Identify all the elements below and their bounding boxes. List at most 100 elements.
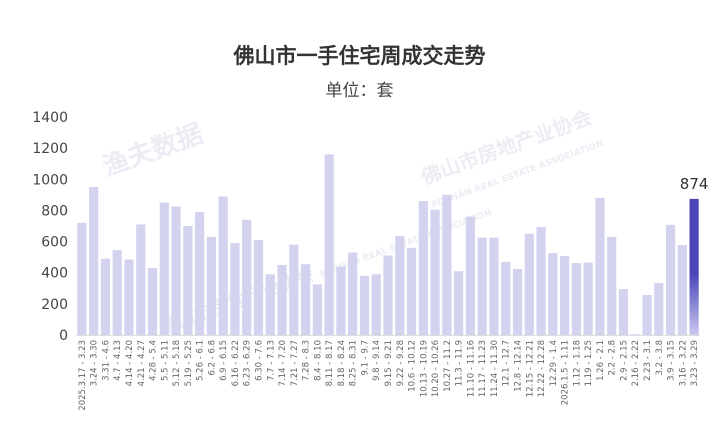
- bar: [607, 236, 617, 335]
- x-tick-label: 5.19 - 5.25: [184, 340, 194, 386]
- chart-title: 佛山市一手住宅周成交走势: [233, 44, 486, 68]
- y-tick-label: 1000: [32, 172, 68, 188]
- x-tick-label: 3.23 - 3.29: [690, 340, 700, 386]
- chart-subtitle: 单位：套: [325, 81, 394, 101]
- y-tick-label: 1200: [32, 141, 68, 157]
- x-tick-label: 4.7 - 4.13: [113, 340, 123, 381]
- bar: [630, 334, 640, 335]
- x-tick-label: 7.14 - 7.20: [278, 340, 288, 386]
- x-tick-label: 3.31 - 4.6: [101, 340, 111, 381]
- x-tick-label: 10.13 - 10.19: [419, 340, 429, 397]
- bar: [548, 253, 558, 335]
- x-tick-label: 3.24 - 3.30: [90, 340, 100, 386]
- bar: [147, 268, 158, 335]
- bar: [89, 187, 99, 335]
- bar: [512, 268, 523, 335]
- bar: [595, 197, 605, 335]
- bar: [654, 282, 664, 335]
- x-tick-label: 6.30 - 7.6: [254, 340, 264, 381]
- bar: [454, 271, 464, 335]
- x-tick-label: 12.1 - 12.7: [502, 340, 512, 386]
- y-tick-label: 1400: [32, 110, 68, 126]
- x-tick-label: 10.20 - 10.26: [431, 340, 441, 397]
- bar: [465, 216, 476, 335]
- x-tick-label: 5.12 - 5.18: [172, 340, 182, 386]
- x-tick-label: 3.2 - 3.8: [655, 340, 665, 376]
- bar: [418, 201, 428, 335]
- bar: [406, 247, 417, 335]
- bar: [618, 289, 629, 335]
- bar: [477, 237, 487, 335]
- x-tick-label: 12.8 - 12.14: [514, 340, 524, 392]
- x-tick-label: 12.22 - 12.28: [537, 340, 547, 397]
- y-tick-label: 600: [41, 235, 68, 251]
- bar: [171, 206, 181, 335]
- bar: [571, 263, 581, 335]
- x-tick-label: 1.19 - 1.25: [584, 340, 594, 386]
- x-tick-label: 9.15 - 9.21: [384, 340, 394, 386]
- bar: [100, 258, 111, 335]
- x-tick-label: 10.27 - 11.2: [443, 340, 453, 392]
- bar: [230, 243, 240, 335]
- bar: [348, 252, 358, 335]
- bar: [442, 194, 452, 335]
- data-label: 874: [680, 175, 709, 193]
- bar: [242, 219, 252, 335]
- bar: [395, 236, 405, 335]
- bar: [536, 226, 546, 335]
- x-tick-label: 9.22 - 9.28: [396, 340, 406, 386]
- x-tick-label: 2.9 - 2.15: [619, 340, 629, 381]
- x-tick-label: 12.15 - 12.21: [525, 340, 535, 397]
- x-tick-label: 7.21 - 7.27: [290, 340, 300, 386]
- bar: [359, 275, 370, 335]
- bar: [183, 226, 193, 335]
- bar: [336, 266, 346, 335]
- x-tick-label: 8.25 - 8.31: [349, 340, 359, 386]
- x-tick-label: 4.28 - 5.4: [149, 340, 159, 381]
- x-tick-label: 2026.1.5 - 1.11: [561, 340, 571, 405]
- bar: [501, 261, 511, 335]
- bar: [383, 255, 393, 335]
- bar: [77, 222, 87, 335]
- x-tick-label: 5.26 - 6.1: [196, 340, 206, 381]
- x-tick-label: 4.14 - 4.20: [125, 340, 135, 386]
- y-tick-label: 800: [41, 203, 68, 219]
- x-tick-label: 8.11 - 8.17: [325, 340, 335, 386]
- bar: [312, 284, 322, 335]
- x-tick-label: 2.16 - 2.22: [631, 340, 641, 386]
- x-tick-label: 3.9 - 3.15: [667, 340, 677, 381]
- bar: [583, 262, 593, 335]
- bar: [253, 240, 264, 335]
- x-tick-label: 2.2 - 2.8: [608, 340, 618, 376]
- bar: [665, 224, 676, 335]
- bar: [136, 224, 146, 335]
- x-tick-label: 8.4 - 8.10: [313, 340, 323, 381]
- x-tick-label: 9.1 - 9.7: [360, 340, 370, 376]
- y-tick-label: 400: [41, 266, 68, 282]
- bar: [489, 237, 499, 335]
- x-tick-label: 1.26 - 2.1: [596, 340, 606, 381]
- x-tick-label: 4.21 - 4.27: [137, 340, 147, 386]
- bar: [371, 274, 381, 335]
- bar: [206, 236, 216, 335]
- x-tick-label: 11.3 - 11.9: [455, 340, 465, 386]
- x-tick-label: 6.23 - 6.29: [243, 340, 253, 386]
- bar: [324, 154, 334, 335]
- x-tick-label: 1.12 - 1.18: [572, 340, 582, 386]
- y-tick-label: 200: [41, 297, 68, 313]
- bar: [430, 209, 440, 335]
- x-tick-label: 12.29 - 1.4: [549, 340, 559, 386]
- x-tick-label: 7.7 - 7.13: [266, 340, 276, 381]
- x-tick-label: 2.23 - 3.1: [643, 340, 653, 381]
- x-tick-label: 7.28 - 8.3: [302, 340, 312, 381]
- bar-highlight: [689, 198, 699, 335]
- bar: [195, 211, 205, 335]
- x-tick-label: 9.8 - 9.14: [372, 340, 382, 381]
- bar: [218, 196, 228, 335]
- x-tick-label: 2025.3.17 - 3.23: [78, 340, 88, 411]
- x-tick-label: 6.16 - 6.22: [231, 340, 241, 386]
- bar: [300, 264, 311, 335]
- x-tick-label: 6.9 - 6.15: [219, 340, 229, 381]
